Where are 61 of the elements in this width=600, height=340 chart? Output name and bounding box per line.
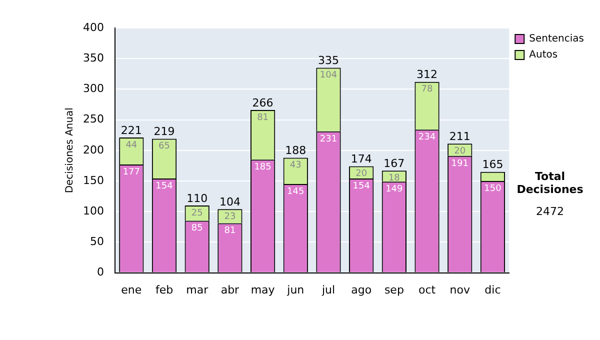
text: 2472 [535,205,565,218]
data-label: 85 [191,224,203,234]
total-label: 312 [416,68,438,82]
total-label: 335 [318,54,339,68]
total-label: 211 [449,130,470,144]
x-tick-label: nov [450,283,470,296]
x-tick-label: jun [286,283,304,296]
data-label: 23 [224,212,236,222]
y-axis-title: Decisiones Anual [64,108,76,194]
total-label: 165 [482,158,504,172]
x-tick-label: jul [320,283,336,296]
x-tick-label: oct [418,283,436,296]
data-label: 154 [156,181,174,192]
total-label: 188 [285,144,306,158]
data-label: 191 [451,158,468,169]
data-label: 104 [320,70,338,81]
legend-label: Autos [529,50,558,61]
x-tick-label: ago [351,283,372,296]
data-label: 177 [122,167,140,178]
data-label: 20 [454,146,466,157]
data-label: 18 [388,173,400,184]
y-tick-label: 150 [82,174,104,187]
total-label: 266 [252,96,274,110]
total-label: 110 [186,192,208,205]
data-label: 44 [126,140,138,150]
data-label: 78 [421,84,434,95]
x-tick-label: sep [384,283,404,296]
y-tick-label: 400 [82,20,104,34]
data-label: 149 [386,184,404,194]
x-tick-label: ene [121,283,142,296]
data-label: 154 [352,181,370,192]
x-tick-label: dic [484,283,501,296]
total-label: 219 [154,125,175,138]
data-label: 81 [224,226,236,236]
y-tick-label: 100 [82,204,104,218]
data-label: 150 [484,184,502,194]
data-label: 65 [158,142,170,152]
x-tick-label: feb [155,283,174,296]
y-tick-label: 350 [82,51,104,64]
data-label: 145 [287,186,304,197]
data-label: 231 [320,134,338,144]
total-label: 167 [384,156,405,170]
legend-label: Sentencias [529,34,584,45]
y-tick-label: 200 [82,143,104,156]
total-label: 174 [350,152,372,166]
y-tick-label: 50 [90,235,104,248]
x-tick-label: abr [220,283,240,296]
text: Total Decisiones [516,170,584,196]
data-label: 234 [418,132,436,142]
x-tick-label: mar [186,283,209,296]
total-label: 104 [219,196,240,209]
x-tick-label: may [250,283,276,296]
y-tick-label: 0 [96,266,104,279]
y-tick-label: 300 [82,82,104,96]
data-label: 20 [356,169,368,180]
y-tick-label: 250 [82,112,104,126]
data-label: 81 [257,112,269,123]
total-label: 221 [120,124,142,137]
data-label: 25 [191,208,203,218]
data-label: 185 [254,162,272,172]
data-label: 43 [290,160,302,171]
